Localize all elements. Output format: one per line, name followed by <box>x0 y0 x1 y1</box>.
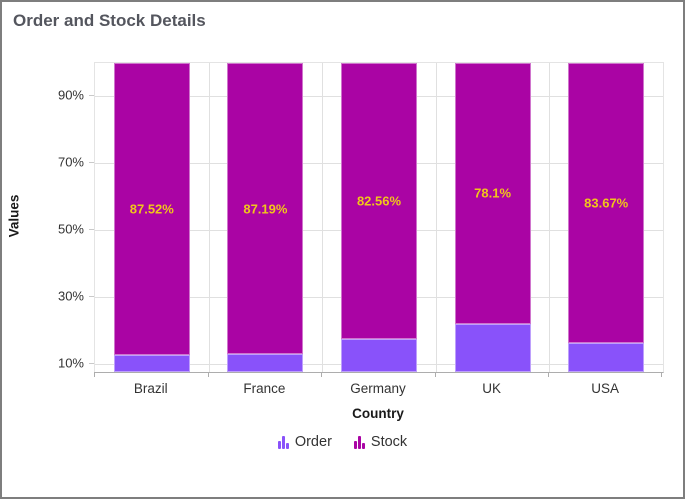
data-label-brazil: 87.52% <box>129 201 174 217</box>
stock-series-icon <box>353 435 365 449</box>
data-label-uk: 78.1% <box>474 185 512 201</box>
x-tick-mark <box>321 372 323 377</box>
mini-bar <box>357 435 361 449</box>
data-label-germany: 82.56% <box>356 193 402 209</box>
chart-title: Order and Stock Details <box>13 11 206 30</box>
mini-bar <box>361 442 365 449</box>
x-tick-mark <box>661 372 662 377</box>
bar-order-uk[interactable] <box>454 323 531 372</box>
x-axis-label-brazil: Brazil <box>133 381 168 396</box>
x-axis-label-france: France <box>243 381 286 396</box>
bar-order-brazil[interactable] <box>113 355 190 372</box>
data-label-france: 87.19% <box>243 201 288 217</box>
mini-bar <box>281 435 285 449</box>
order-series-icon <box>277 435 289 449</box>
x-axis-label-uk: UK <box>482 381 501 396</box>
y-tick-label: 70% <box>57 154 84 170</box>
y-axis: 10% 30% 50% 70% 90% <box>2 62 94 371</box>
x-gridline <box>322 63 324 372</box>
x-axis-title: Country <box>352 406 404 421</box>
bar-stock-france[interactable] <box>227 63 304 355</box>
data-label-usa: 83.67% <box>584 195 629 211</box>
legend-label-stock: Stock <box>370 434 408 450</box>
bar-stock-usa[interactable] <box>568 63 645 343</box>
bar-stock-uk[interactable] <box>454 63 531 324</box>
x-tick-mark <box>207 372 209 377</box>
bar-order-france[interactable] <box>227 354 304 372</box>
y-tick-mark <box>89 295 94 297</box>
y-tick-label: 90% <box>57 87 84 103</box>
x-gridline <box>208 63 210 372</box>
y-tick-mark <box>89 95 94 97</box>
x-tick-mark <box>94 372 95 377</box>
y-tick-label: 50% <box>57 221 84 237</box>
legend: Order Stock <box>2 434 683 450</box>
y-tick-label: 30% <box>57 288 84 304</box>
plot-area: 87.52% 87.19% 82.56% 78.1% 83.67% <box>94 62 664 373</box>
mini-bar <box>285 442 289 449</box>
mini-bar <box>277 440 281 449</box>
x-axis-label-germany: Germany <box>350 381 406 396</box>
legend-item-order[interactable]: Order <box>277 434 332 450</box>
y-tick-mark <box>89 362 94 364</box>
legend-label-order: Order <box>294 434 332 450</box>
x-axis: Brazil France Germany UK USA <box>94 372 662 406</box>
y-tick-label: 10% <box>57 355 84 371</box>
y-tick-mark <box>89 162 94 164</box>
bar-order-usa[interactable] <box>568 342 645 372</box>
bar-stock-germany[interactable] <box>341 63 417 339</box>
bar-stock-brazil[interactable] <box>113 63 190 356</box>
bar-order-germany[interactable] <box>341 338 417 372</box>
x-tick-mark <box>434 372 436 377</box>
legend-item-stock[interactable]: Stock <box>353 434 408 450</box>
y-tick-mark <box>89 229 94 231</box>
mini-bar <box>353 440 357 449</box>
x-tick-mark <box>548 372 550 377</box>
x-gridline <box>435 63 437 372</box>
x-axis-label-usa: USA <box>591 381 620 396</box>
x-gridline <box>549 63 551 372</box>
